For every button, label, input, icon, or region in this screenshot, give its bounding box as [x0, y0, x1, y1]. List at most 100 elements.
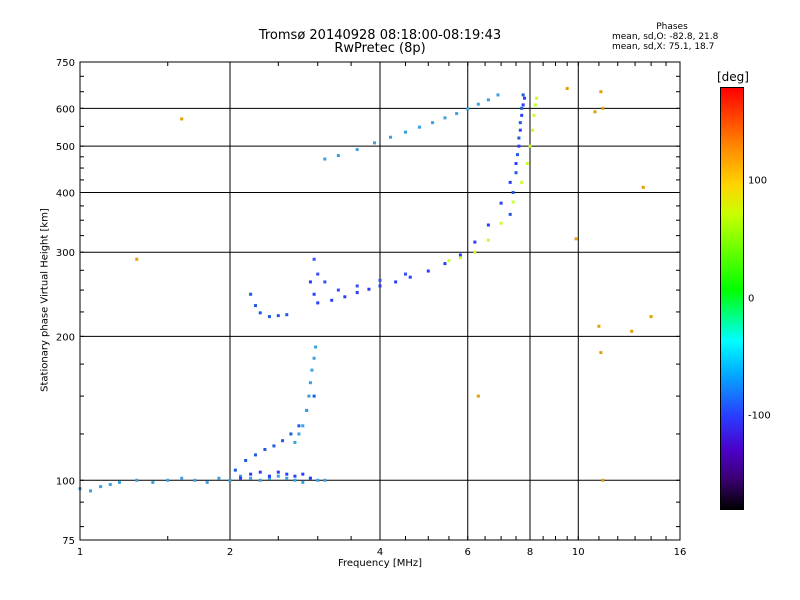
data-point — [517, 136, 521, 140]
data-point — [523, 96, 527, 100]
data-point — [267, 474, 271, 478]
data-point — [403, 130, 407, 134]
data-point — [355, 291, 359, 295]
data-point — [272, 444, 276, 448]
x-tick-label: 2 — [227, 547, 233, 558]
x-tick-label: 4 — [377, 547, 383, 558]
x-axis-label: Frequency [MHz] — [337, 558, 423, 569]
data-point — [151, 480, 155, 484]
data-point — [378, 278, 382, 282]
data-point — [367, 287, 371, 291]
data-point — [308, 476, 312, 480]
data-point — [476, 102, 480, 106]
data-point — [316, 478, 320, 482]
data-point — [599, 351, 603, 355]
data-point — [297, 424, 301, 428]
y-tick-label: 100 — [56, 476, 75, 487]
data-point — [378, 284, 382, 288]
data-point — [593, 110, 597, 114]
data-point — [301, 472, 305, 476]
data-point — [301, 424, 305, 428]
data-point — [525, 161, 529, 165]
data-point — [458, 253, 462, 257]
data-point — [514, 171, 518, 175]
data-point — [253, 453, 257, 457]
data-point — [205, 480, 209, 484]
data-point — [285, 472, 289, 476]
data-point — [276, 470, 280, 474]
data-point — [312, 257, 316, 261]
data-point — [312, 292, 316, 296]
data-point — [135, 478, 139, 482]
data-point — [316, 301, 320, 305]
y-tick-label: 400 — [56, 188, 75, 199]
data-point — [455, 112, 459, 116]
data-point — [641, 185, 645, 189]
y-tick-label: 75 — [62, 536, 75, 547]
y-tick-label: 300 — [56, 248, 75, 259]
data-point — [515, 153, 519, 157]
phases-header: Phases — [656, 22, 688, 32]
data-point — [499, 221, 503, 225]
data-point — [258, 311, 262, 315]
data-point — [267, 476, 271, 480]
chart-title: Tromsø 20140928 08:18:00-08:19:43 — [258, 28, 502, 43]
data-point — [431, 121, 435, 125]
data-point — [511, 200, 515, 204]
data-point — [316, 272, 320, 276]
data-point — [417, 125, 421, 129]
data-point — [518, 121, 522, 125]
x-tick-label: 16 — [674, 547, 687, 558]
data-point — [649, 315, 653, 319]
data-point — [528, 144, 532, 148]
colorbar-tick-label: -100 — [748, 410, 771, 422]
data-point — [518, 128, 522, 132]
data-point — [403, 272, 407, 276]
data-point — [535, 96, 539, 100]
data-point — [281, 439, 285, 443]
data-point — [285, 476, 289, 480]
data-point — [520, 180, 524, 184]
data-point — [597, 324, 601, 328]
points-layer — [78, 87, 653, 493]
data-point — [193, 478, 197, 482]
colorbar-tick-label: 0 — [748, 293, 755, 304]
data-point — [394, 280, 398, 284]
data-point — [249, 472, 253, 476]
data-point — [289, 432, 293, 436]
data-point — [310, 368, 314, 372]
data-point — [486, 223, 490, 227]
data-point — [574, 237, 578, 241]
data-point — [89, 489, 93, 493]
data-point — [276, 314, 280, 318]
data-point — [336, 154, 340, 158]
data-point — [312, 394, 316, 398]
data-point — [323, 157, 327, 161]
data-point — [426, 269, 430, 273]
data-point — [293, 474, 297, 478]
data-point — [373, 141, 377, 145]
data-point — [297, 432, 301, 436]
data-point — [307, 394, 311, 398]
chart-subtitle: RwPretec (8p) — [334, 41, 426, 56]
data-point — [258, 470, 262, 474]
data-point — [508, 212, 512, 216]
data-point — [228, 478, 232, 482]
phases-o-stats: mean, sd,O: -82.8, 21.8 — [612, 32, 719, 42]
data-point — [267, 315, 271, 319]
x-tick-label: 1 — [77, 547, 83, 558]
y-axis-label: Stationary phase Virtual Height [km] — [39, 208, 51, 392]
data-point — [258, 478, 262, 482]
phases-legend: Phases mean, sd,O: -82.8, 21.8 mean, sd,… — [612, 22, 732, 52]
data-point — [514, 161, 518, 165]
data-point — [244, 458, 248, 462]
y-tick-label: 500 — [56, 142, 75, 153]
data-point — [521, 93, 525, 97]
data-point — [517, 144, 521, 148]
data-point — [443, 116, 447, 120]
data-point — [476, 394, 480, 398]
data-point — [330, 298, 334, 302]
data-point — [601, 478, 605, 482]
colorbar — [720, 87, 744, 510]
